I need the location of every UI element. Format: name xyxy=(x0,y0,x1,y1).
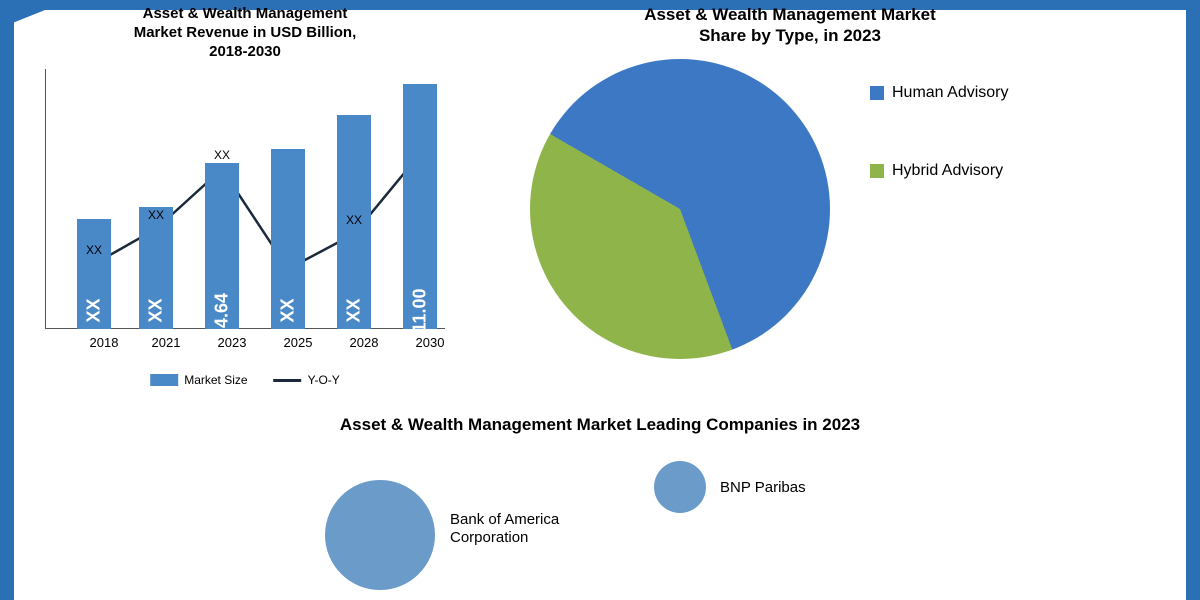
legend-market-size: Market Size xyxy=(150,373,247,387)
line-label-2028: XX xyxy=(346,213,362,227)
company-bubble-0 xyxy=(325,480,435,590)
legend-swatch-bar xyxy=(150,374,178,386)
pie-legend-swatch-1 xyxy=(870,164,884,178)
pie-chart-legend: Human Advisory Hybrid Advisory xyxy=(870,84,1009,240)
pie-legend-row-1: Hybrid Advisory xyxy=(870,162,1009,180)
line-label-2023: XX xyxy=(214,148,230,162)
pie-legend-swatch-0 xyxy=(870,86,884,100)
company-label-1: BNP Paribas xyxy=(720,479,806,497)
x-tick-2021: 2021 xyxy=(152,335,181,350)
pie-chart-title-line1: Asset & Wealth Management Market xyxy=(644,5,936,24)
bar-2018: XX xyxy=(77,219,111,329)
bar-2030: 11.00 xyxy=(403,84,437,329)
bar-2023: 4.64 xyxy=(205,163,239,329)
legend-swatch-line xyxy=(274,379,302,382)
x-tick-2030: 2030 xyxy=(416,335,445,350)
line-label-2018: XX xyxy=(86,243,102,257)
bar-chart-title-line1: Asset & Wealth Management xyxy=(143,5,348,22)
bar-value-2018: XX xyxy=(84,299,105,323)
pie-chart: Asset & Wealth Management Market Share b… xyxy=(530,4,1170,364)
pie-chart-title: Asset & Wealth Management Market Share b… xyxy=(410,4,1170,47)
pie-chart-title-line2: Share by Type, in 2023 xyxy=(699,26,881,45)
pie-legend-row-0: Human Advisory xyxy=(870,84,1009,102)
bar-chart: Asset & Wealth Management Market Revenue… xyxy=(35,5,455,385)
bar-value-2025: XX xyxy=(278,299,299,323)
y-axis xyxy=(45,69,46,329)
pie-legend-label-0: Human Advisory xyxy=(892,84,1009,102)
bar-value-2028: XX xyxy=(344,299,365,323)
bar-chart-title-line3: 2018-2030 xyxy=(209,43,281,60)
bar-2021: XX xyxy=(139,207,173,329)
bar-value-2023: 4.64 xyxy=(212,293,233,328)
legend-yoy: Y-O-Y xyxy=(274,373,340,387)
bar-chart-title-line2: Market Revenue in USD Billion, xyxy=(134,24,357,41)
company-label-0: Bank of AmericaCorporation xyxy=(450,511,559,547)
bar-2025: XX xyxy=(271,149,305,329)
x-tick-labels: 201820212023202520282030 xyxy=(55,335,435,355)
legend-label-yoy: Y-O-Y xyxy=(308,373,340,387)
companies-bubbles: Bank of AmericaCorporation BNP Paribas xyxy=(0,455,1200,595)
bar-value-2021: XX xyxy=(146,299,167,323)
bar-chart-legend: Market Size Y-O-Y xyxy=(150,373,340,387)
bar-chart-plot: 201820212023202520282030 Market Size Y-O… xyxy=(45,69,445,329)
companies-title: Asset & Wealth Management Market Leading… xyxy=(0,415,1200,435)
pie-legend-label-1: Hybrid Advisory xyxy=(892,162,1003,180)
pie-chart-disc xyxy=(530,59,830,359)
bar-value-2030: 11.00 xyxy=(410,289,431,333)
x-tick-2028: 2028 xyxy=(350,335,379,350)
legend-label-market-size: Market Size xyxy=(184,373,247,387)
x-tick-2023: 2023 xyxy=(218,335,247,350)
company-bubble-1 xyxy=(654,461,706,513)
x-tick-2025: 2025 xyxy=(284,335,313,350)
bar-chart-title: Asset & Wealth Management Market Revenue… xyxy=(35,5,455,61)
line-label-2021: XX xyxy=(148,208,164,222)
x-tick-2018: 2018 xyxy=(90,335,119,350)
